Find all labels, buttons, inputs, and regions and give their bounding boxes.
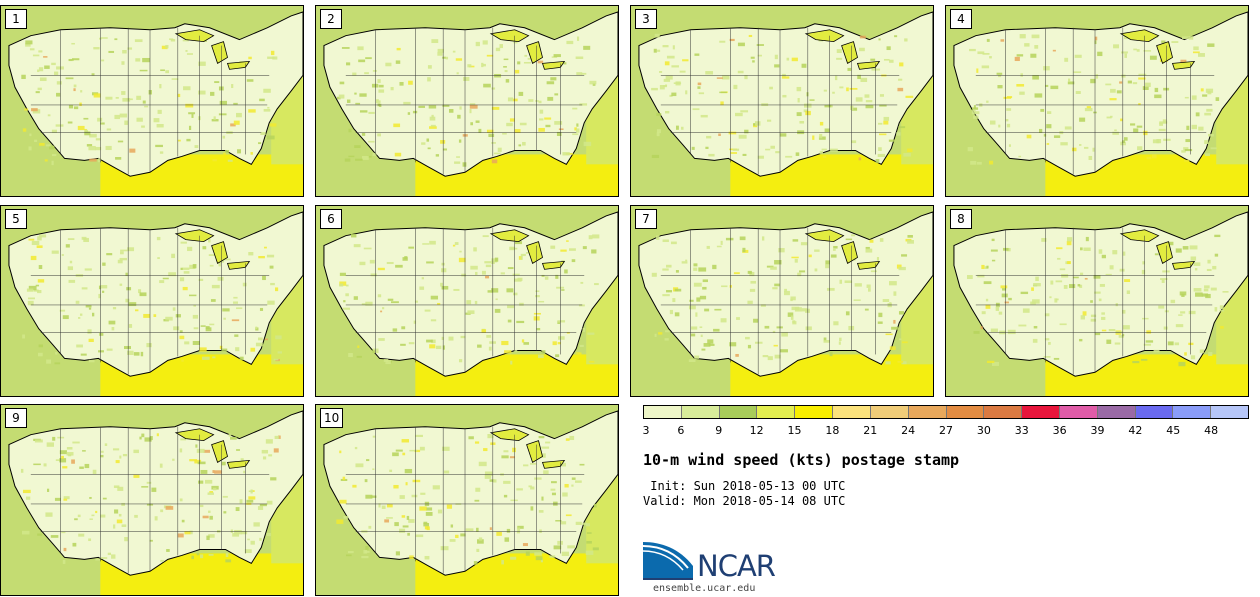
colorbar-segment — [1058, 406, 1097, 418]
wind-speed-map — [946, 206, 1248, 396]
panel-number: 5 — [5, 209, 27, 229]
colorbar-tick-label: 21 — [863, 424, 878, 437]
colorbar-segment — [983, 406, 1022, 418]
colorbar-segment — [756, 406, 795, 418]
panel-number: 1 — [5, 9, 27, 29]
colorbar-segment — [869, 406, 908, 418]
map-panel: 3 — [630, 5, 934, 197]
panel-number: 3 — [635, 9, 657, 29]
colorbar-tick-label: 27 — [939, 424, 953, 437]
wind-speed-map — [1, 206, 303, 396]
colorbar-ticks: 3 6 9 12 15 18 21 24 27 30 33 36 39 42 45 48 — [643, 424, 1249, 440]
map-panel: 8 — [945, 205, 1249, 397]
colorbar-tick-label: 33 — [1014, 424, 1029, 437]
wind-speed-map — [946, 6, 1248, 196]
colorbar-tick-label: 36 — [1052, 424, 1067, 437]
wind-speed-map — [1, 405, 303, 595]
colorbar-segment — [832, 406, 870, 418]
colorbar — [643, 405, 1249, 419]
colorbar-tick-label: 18 — [825, 424, 840, 437]
logo-text: NCAR — [697, 549, 776, 583]
colorbar-segment — [680, 406, 719, 418]
map-panel: 4 — [945, 5, 1249, 197]
wind-speed-map — [631, 6, 933, 196]
wind-speed-map — [316, 206, 618, 396]
wind-speed-map — [316, 405, 618, 595]
colorbar-tick-label: 9 — [715, 424, 723, 437]
colorbar-segment — [718, 406, 757, 418]
panel-number: 4 — [950, 9, 972, 29]
colorbar-tick-label: 30 — [976, 424, 991, 437]
colorbar-tick-label: 48 — [1204, 424, 1219, 437]
map-panel: 9 — [0, 404, 304, 596]
colorbar-segment — [907, 406, 946, 418]
colorbar-segment — [945, 406, 984, 418]
map-panel: 7 — [630, 205, 934, 397]
panel-number: 10 — [320, 408, 344, 428]
map-panel: 6 — [315, 205, 619, 397]
colorbar-segment — [1172, 406, 1211, 418]
wind-speed-map — [316, 6, 618, 196]
ncar-logo-icon — [643, 542, 693, 580]
site-url: ensemble.ucar.edu — [653, 583, 756, 594]
panel-number: 6 — [320, 209, 342, 229]
colorbar-tick-label: 12 — [749, 424, 764, 437]
map-panel: 2 — [315, 5, 619, 197]
colorbar-tick-label: 3 — [642, 424, 650, 437]
colorbar-segment — [1134, 406, 1173, 418]
init-time: Init: Sun 2018-05-13 00 UTC — [643, 479, 846, 493]
panel-number: 7 — [635, 209, 657, 229]
map-panel: 10 — [315, 404, 619, 596]
colorbar-segment — [1210, 406, 1248, 418]
chart-title: 10-m wind speed (kts) postage stamp — [643, 451, 960, 469]
wind-speed-map — [631, 206, 933, 396]
colorbar-segment — [644, 406, 681, 418]
colorbar-tick-label: 39 — [1090, 424, 1105, 437]
colorbar-tick-label: 15 — [787, 424, 802, 437]
panel-number: 2 — [320, 9, 342, 29]
panel-number: 9 — [5, 408, 27, 428]
colorbar-segment — [1096, 406, 1135, 418]
colorbar-segment — [1021, 406, 1059, 418]
valid-time: Valid: Mon 2018-05-14 08 UTC — [643, 494, 846, 508]
map-panel: 1 — [0, 5, 304, 197]
colorbar-tick-label: 42 — [1128, 424, 1143, 437]
colorbar-tick-label: 45 — [1166, 424, 1181, 437]
colorbar-tick-label: 24 — [901, 424, 916, 437]
map-panel: 5 — [0, 205, 304, 397]
panel-number: 8 — [950, 209, 972, 229]
colorbar-tick-label: 6 — [677, 424, 685, 437]
wind-speed-map — [1, 6, 303, 196]
colorbar-segment — [794, 406, 833, 418]
